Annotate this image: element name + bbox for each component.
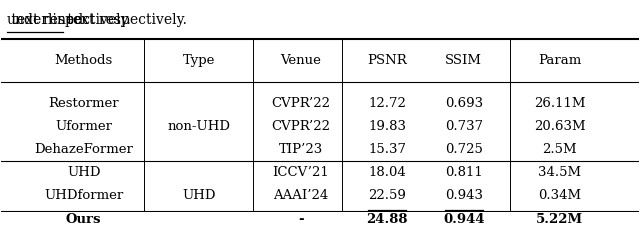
Text: 12.72: 12.72 — [368, 97, 406, 110]
Text: UHD: UHD — [182, 189, 216, 202]
Text: 5.22M: 5.22M — [536, 213, 583, 225]
Text: 0.943: 0.943 — [445, 189, 483, 202]
Text: non-UHD: non-UHD — [167, 120, 230, 133]
Text: 0.725: 0.725 — [445, 143, 483, 156]
Text: Ours: Ours — [66, 213, 102, 225]
Text: 19.83: 19.83 — [368, 120, 406, 133]
Text: 20.63M: 20.63M — [534, 120, 586, 133]
Text: 26.11M: 26.11M — [534, 97, 585, 110]
Text: text respectively.: text respectively. — [7, 13, 131, 27]
Text: 0.693: 0.693 — [445, 97, 483, 110]
Text: Type: Type — [182, 54, 215, 67]
Text: AAAI’24: AAAI’24 — [273, 189, 328, 202]
Text: 34.5M: 34.5M — [538, 166, 581, 179]
Text: 0.737: 0.737 — [445, 120, 483, 133]
Text: 24.88: 24.88 — [366, 213, 408, 225]
Text: 0.34M: 0.34M — [538, 189, 581, 202]
Text: Methods: Methods — [54, 54, 113, 67]
Text: 22.59: 22.59 — [368, 189, 406, 202]
Text: SSIM: SSIM — [445, 54, 482, 67]
Text: TIP’23: TIP’23 — [278, 143, 323, 156]
Text: Uformer: Uformer — [55, 120, 112, 133]
Text: Venue: Venue — [280, 54, 321, 67]
Text: CVPR’22: CVPR’22 — [271, 120, 330, 133]
Text: -: - — [298, 213, 303, 225]
Text: 15.37: 15.37 — [368, 143, 406, 156]
Text: ICCV’21: ICCV’21 — [273, 166, 329, 179]
Text: Restormer: Restormer — [49, 97, 119, 110]
Text: text respectively.: text respectively. — [63, 13, 187, 27]
Text: PSNR: PSNR — [367, 54, 407, 67]
Text: 18.04: 18.04 — [368, 166, 406, 179]
Text: UHD: UHD — [67, 166, 100, 179]
Text: DehazeFormer: DehazeFormer — [35, 143, 133, 156]
Text: underlined: underlined — [7, 13, 84, 27]
Text: 2.5M: 2.5M — [542, 143, 577, 156]
Text: 0.944: 0.944 — [443, 213, 484, 225]
Text: CVPR’22: CVPR’22 — [271, 97, 330, 110]
Text: Param: Param — [538, 54, 581, 67]
Text: 0.811: 0.811 — [445, 166, 483, 179]
Text: UHDformer: UHDformer — [44, 189, 124, 202]
